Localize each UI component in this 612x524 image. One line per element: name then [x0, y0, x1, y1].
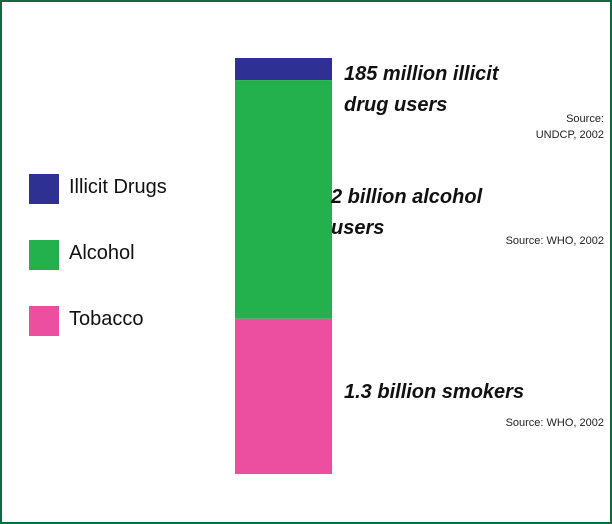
source-tobacco-line-1: Source: WHO, 2002	[505, 417, 604, 429]
bar-segment-tobacco	[235, 318, 332, 474]
source-illicit-drugs-line-1: Source:	[566, 113, 604, 125]
annotation-alcohol-line-2: users	[331, 217, 385, 239]
legend-swatch-tobacco	[29, 306, 59, 336]
source-illicit-drugs: Source: UNDCP, 2002	[536, 111, 604, 143]
legend-label-tobacco: Tobacco	[69, 308, 144, 330]
source-illicit-drugs-line-2: UNDCP, 2002	[535, 129, 604, 141]
annotation-illicit-drugs: 185 million illicit drug users	[344, 59, 499, 121]
bar-segment-alcohol	[235, 80, 332, 319]
annotation-tobacco: 1.3 billion smokers	[344, 377, 524, 408]
annotation-tobacco-line-1: 1.3 billion smokers	[344, 381, 525, 403]
legend-label-illicit-drugs: Illicit Drugs	[69, 176, 167, 198]
source-alcohol-line-1: Source: WHO, 2002	[505, 235, 604, 247]
annotation-alcohol-line-1: 2 billion alcohol	[331, 186, 483, 208]
legend-swatch-illicit-drugs	[29, 174, 59, 204]
annotation-alcohol: 2 billion alcohol users	[331, 182, 482, 244]
bar-segment-illicit-drugs	[235, 58, 332, 81]
legend-label-alcohol: Alcohol	[69, 242, 135, 264]
annotation-illicit-drugs-line-2: drug users	[344, 94, 448, 116]
source-tobacco: Source: WHO, 2002	[506, 415, 604, 431]
legend-swatch-alcohol	[29, 240, 59, 270]
annotation-illicit-drugs-line-1: 185 million illicit	[344, 63, 499, 85]
source-alcohol: Source: WHO, 2002	[506, 233, 604, 249]
